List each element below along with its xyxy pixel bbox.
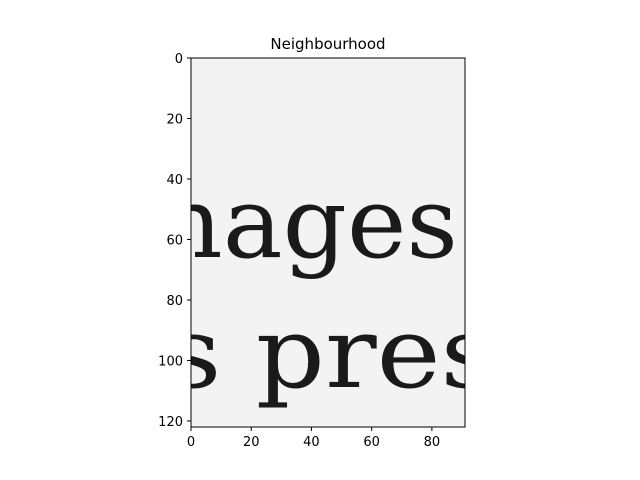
plot-frame — [190, 57, 466, 428]
y-tick-label: 20 — [166, 112, 183, 127]
x-axis: 0 20 40 60 80 — [187, 427, 440, 450]
y-tick-label: 60 — [166, 233, 183, 248]
y-tick-label: 100 — [158, 354, 183, 369]
x-tick-label: 40 — [303, 435, 320, 450]
image-background — [191, 58, 465, 427]
chart-title: Neighbourhood — [270, 35, 385, 53]
plot-area: nages s pres — [158, 57, 496, 428]
x-tick-label: 80 — [424, 435, 441, 450]
x-tick-label: 20 — [243, 435, 260, 450]
x-tick-label: 60 — [363, 435, 380, 450]
y-axis: 0 20 40 60 80 100 120 — [158, 52, 191, 430]
y-tick-label: 40 — [166, 173, 183, 188]
y-tick-label: 120 — [158, 415, 183, 430]
image-text-line-2: s pres — [166, 297, 496, 411]
y-tick-label: 0 — [175, 52, 183, 67]
y-tick-label: 80 — [166, 294, 183, 309]
x-tick-label: 0 — [187, 435, 195, 450]
image-text-content: nages s pres — [158, 167, 496, 411]
image-text-line-1: nages — [158, 167, 458, 281]
